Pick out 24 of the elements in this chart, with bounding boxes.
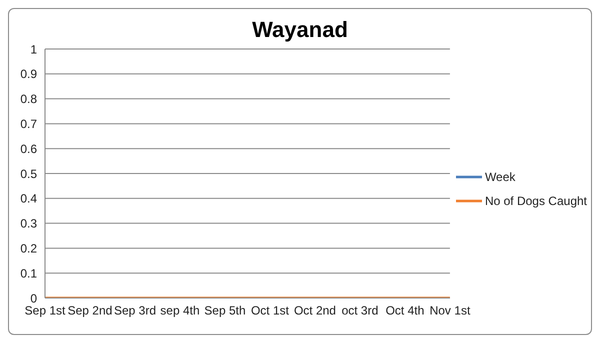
x-tick-label: Sep 2nd	[68, 304, 112, 318]
x-tick-label: oct 3rd	[342, 304, 378, 318]
y-tick-label: 0.6	[20, 142, 38, 156]
legend-label: Week	[484, 170, 516, 184]
y-tick-label: 0	[30, 291, 38, 306]
x-tick-label: Sep 3rd	[114, 304, 156, 318]
y-tick-label: 0.8	[20, 92, 38, 106]
x-tick-label: Oct 2nd	[294, 304, 336, 318]
x-tick-label: Oct 1st	[250, 304, 290, 318]
x-tick-label: Nov 1st	[430, 304, 471, 318]
y-tick-label: 1	[30, 42, 38, 56]
y-tick-label: 0.1	[20, 266, 38, 280]
chart-title: Wayanad	[252, 17, 348, 42]
x-tick-label: Sep 5th	[204, 304, 246, 318]
x-tick-label: Oct 4th	[386, 304, 424, 318]
y-tick-label: 0.9	[20, 67, 38, 82]
y-tick-label: 0.7	[20, 116, 38, 131]
y-tick-label: 0.4	[20, 192, 38, 206]
x-tick-label: Sep 1st	[24, 304, 66, 318]
y-tick-label: 0.3	[20, 216, 38, 231]
legend-label: No of Dogs Caught	[484, 194, 587, 208]
x-tick-label: sep 4th	[160, 304, 200, 318]
y-tick-label: 0.5	[20, 166, 38, 181]
y-tick-label: 0.2	[20, 241, 38, 256]
